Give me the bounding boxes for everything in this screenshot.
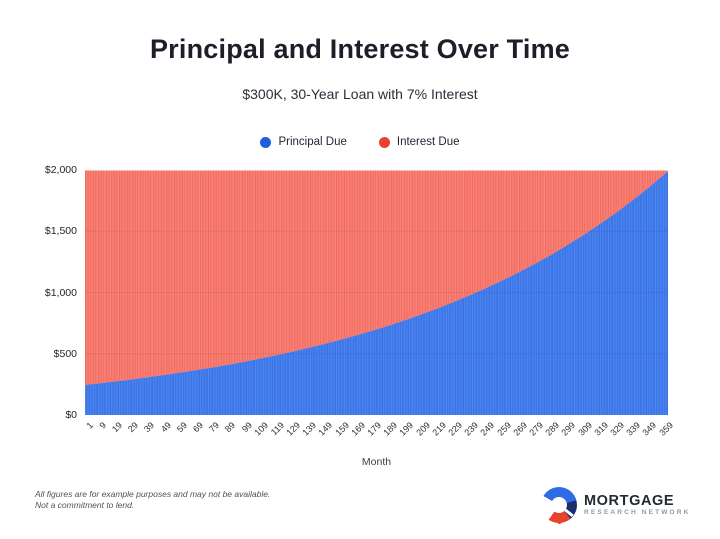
chart-legend: Principal Due Interest Due [0,136,720,148]
legend-label-principal: Principal Due [278,136,347,148]
legend-item-principal: Principal Due [260,136,347,148]
x-axis-title: Month [361,456,392,468]
gauge-pie-logo-icon [540,486,578,524]
y-tick-label: $1,500 [44,225,77,238]
logo-dot [557,519,562,524]
interest-bars-stripes [85,170,668,385]
brand-logo: MORTGAGE RESEARCH NETWORK [540,486,691,524]
stacked-bar-chart [85,170,668,415]
disclaimer-line-2: Not a commitment to lend. [35,499,135,510]
principal-bars-stripes [85,171,668,415]
chart-subtitle: $300K, 30-Year Loan with 7% Interest [242,86,478,102]
principal-dot-icon [260,136,272,148]
y-tick-label: $1,000 [44,286,77,299]
logo-name: MORTGAGE [584,493,675,509]
interest-dot-icon [378,136,390,148]
logo-tagline: RESEARCH NETWORK [584,509,691,516]
logo-text: MORTGAGE RESEARCH NETWORK [584,493,691,517]
y-tick-label: $500 [53,347,77,360]
chart-title: Principal and Interest Over Time [149,34,571,64]
legend-label-interest: Interest Due [396,136,460,148]
legend-item-interest: Interest Due [378,136,460,148]
disclaimer-line-1: All figures are for example purposes and… [35,489,271,499]
y-tick-label: $2,000 [44,164,77,176]
y-tick-label: $0 [65,409,77,421]
disclaimer: All figures are for example purposes and… [35,489,270,510]
